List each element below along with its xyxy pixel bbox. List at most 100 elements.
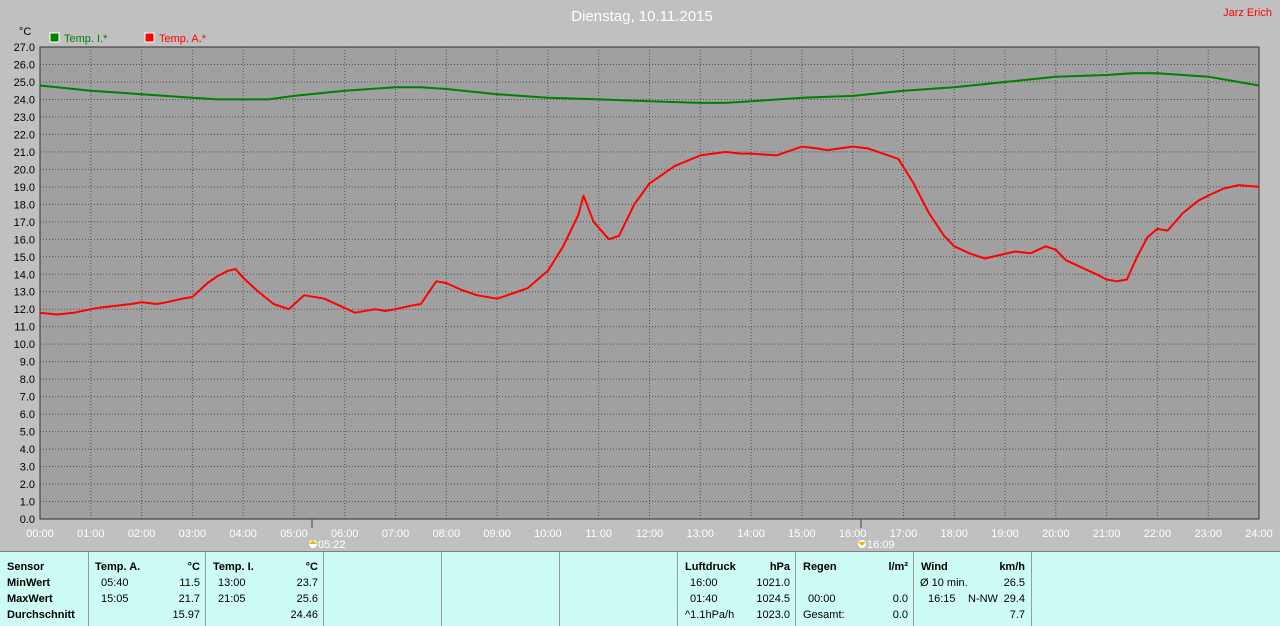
x-axis: 00:00 01:00 02:00 03:00 04:00 05:00 06:00 07:00…: [26, 528, 1273, 540]
y-tick-label: 20.0: [14, 164, 35, 176]
temp-i-min-val: 23.7: [296, 577, 318, 589]
y-tick-label: 19.0: [14, 182, 35, 194]
y-tick-label: 2.0: [20, 479, 35, 491]
x-tick-label: 12:00: [636, 528, 664, 540]
pressure-max-time: 01:40: [690, 593, 718, 605]
temp-a-unit: °C: [187, 561, 200, 573]
stats-col-wind: Wind km/h Ø 10 min. 26.5 16:15 N-NW 29.4…: [913, 552, 1032, 626]
series-layer: [39, 72, 1260, 316]
y-axis: 0.0 1.0 2.0 3.0 4.0 5.0 6.0 7.0 8.0 9.0 10.0 11.0 12…: [14, 42, 35, 526]
y-tick-label: 12.0: [14, 304, 35, 316]
legend-item-temp-a: Temp. A.*: [144, 32, 207, 45]
rain-header: Regen: [803, 561, 837, 573]
x-tick-label: 22:00: [1144, 528, 1172, 540]
temp-i-unit: °C: [305, 561, 318, 573]
pressure-max-val: 1024.5: [756, 593, 790, 605]
x-tick-label: 05:00: [280, 528, 308, 540]
x-tick-label: 16:00: [839, 528, 867, 540]
legend-label-temp-i: Temp. I.*: [64, 33, 108, 45]
stats-col-empty-2: [441, 552, 560, 626]
stats-col-sensor: Sensor MinWert MaxWert Durchschnitt: [0, 552, 88, 626]
x-tick-label: 03:00: [179, 528, 207, 540]
sunset-icon: [858, 540, 866, 548]
wind-header: Wind: [921, 561, 948, 573]
temp-a-max-val: 21.7: [178, 593, 200, 605]
x-tick-label: 08:00: [433, 528, 461, 540]
y-tick-label: 4.0: [20, 444, 35, 456]
x-tick-label: 20:00: [1042, 528, 1070, 540]
row-label-max: MaxWert: [7, 593, 53, 605]
temp-i-min-time: 13:00: [218, 577, 246, 589]
y-tick-label: 23.0: [14, 112, 35, 124]
sensor-header: Sensor: [7, 561, 45, 573]
temp-a-max-time: 15:05: [101, 593, 129, 605]
temp-a-header: Temp. A.: [95, 561, 141, 573]
stats-col-rain: Regen l/m² 0.0 00:00 Gesamt: 0.0: [795, 552, 914, 626]
plot-area: [39, 46, 1260, 520]
wind-gust-dir: N-NW: [968, 593, 998, 605]
wind-gust-time: 16:15: [928, 593, 956, 605]
temp-i-max-time: 21:05: [218, 593, 246, 605]
y-tick-label: 21.0: [14, 147, 35, 159]
y-tick-label: 18.0: [14, 199, 35, 211]
legend-swatch-temp-a: [144, 32, 155, 43]
sunset-marker: 16:09: [858, 519, 895, 551]
grid: [40, 47, 1259, 519]
legend: Temp. I.* Temp. A.*: [49, 32, 207, 45]
x-tick-label: 02:00: [128, 528, 156, 540]
stats-col-temp-a: Temp. A. °C 05:40 11.5 15:05 21.7 15.97: [88, 552, 206, 626]
x-tick-label: 19:00: [991, 528, 1019, 540]
series-line-temp-i: [39, 72, 1260, 104]
temp-i-avg: 24.46: [290, 609, 318, 621]
chart-title: Dienstag, 10.11.2015: [571, 8, 713, 25]
stats-col-empty-1: [323, 552, 442, 626]
y-tick-label: 27.0: [14, 42, 35, 54]
temp-a-min-val: 11.5: [179, 577, 200, 589]
sunrise-time: 05:22: [318, 539, 346, 551]
chart: Dienstag, 10.11.2015 Jarz Erich °C Temp.…: [13, 7, 1273, 551]
temp-a-min-time: 05:40: [101, 577, 129, 589]
y-tick-label: 17.0: [14, 217, 35, 229]
x-tick-label: 21:00: [1093, 528, 1121, 540]
pressure-trend: ^1.1hPa/h: [685, 609, 735, 621]
legend-item-temp-i: Temp. I.*: [49, 32, 108, 45]
y-tick-label: 1.0: [20, 497, 35, 509]
row-label-min: MinWert: [7, 577, 51, 589]
wind-row3-val: 7.7: [1009, 609, 1025, 621]
y-tick-label: 22.0: [14, 129, 35, 141]
wind-gust-val: 29.4: [1003, 593, 1025, 605]
y-tick-label: 13.0: [14, 287, 35, 299]
rain-total-label: Gesamt:: [803, 609, 845, 621]
pressure-trend-val: 1023.0: [756, 609, 790, 621]
rain-row1-val: 0.0: [892, 593, 908, 605]
y-tick-label: 3.0: [20, 462, 35, 474]
row-label-avg: Durchschnitt: [7, 609, 75, 621]
y-tick-label: 6.0: [20, 409, 35, 421]
x-tick-label: 13:00: [687, 528, 715, 540]
x-tick-label: 11:00: [585, 528, 612, 540]
rain-unit: l/m²: [888, 561, 908, 573]
rain-row2-time: 00:00: [808, 593, 836, 605]
y-tick-label: 16.0: [14, 234, 35, 246]
series-line-temp-a: [39, 145, 1260, 316]
wind-avg-label: Ø 10 min.: [920, 577, 968, 589]
legend-swatch-temp-i: [49, 32, 60, 43]
x-tick-label: 09:00: [483, 528, 511, 540]
pressure-header: Luftdruck: [685, 561, 736, 573]
x-tick-label: 23:00: [1194, 528, 1222, 540]
sunset-time: 16:09: [867, 539, 895, 551]
y-tick-label: 9.0: [20, 357, 35, 369]
x-tick-label: 17:00: [890, 528, 918, 540]
y-tick-label: 10.0: [14, 339, 35, 351]
y-tick-label: 26.0: [14, 59, 35, 71]
y-tick-label: 14.0: [14, 269, 35, 281]
sunrise-icon: [309, 540, 317, 548]
rain-total-val: 0.0: [892, 609, 908, 621]
stats-col-temp-i: Temp. I. °C 13:00 23.7 21:05 25.6 24.46: [205, 552, 324, 626]
x-tick-label: 18:00: [940, 528, 968, 540]
pressure-min-val: 1021.0: [756, 577, 790, 589]
y-tick-label: 11.0: [14, 322, 35, 334]
author-label: Jarz Erich: [1223, 7, 1272, 19]
x-tick-label: 01:00: [77, 528, 105, 540]
wind-unit: km/h: [999, 561, 1025, 573]
